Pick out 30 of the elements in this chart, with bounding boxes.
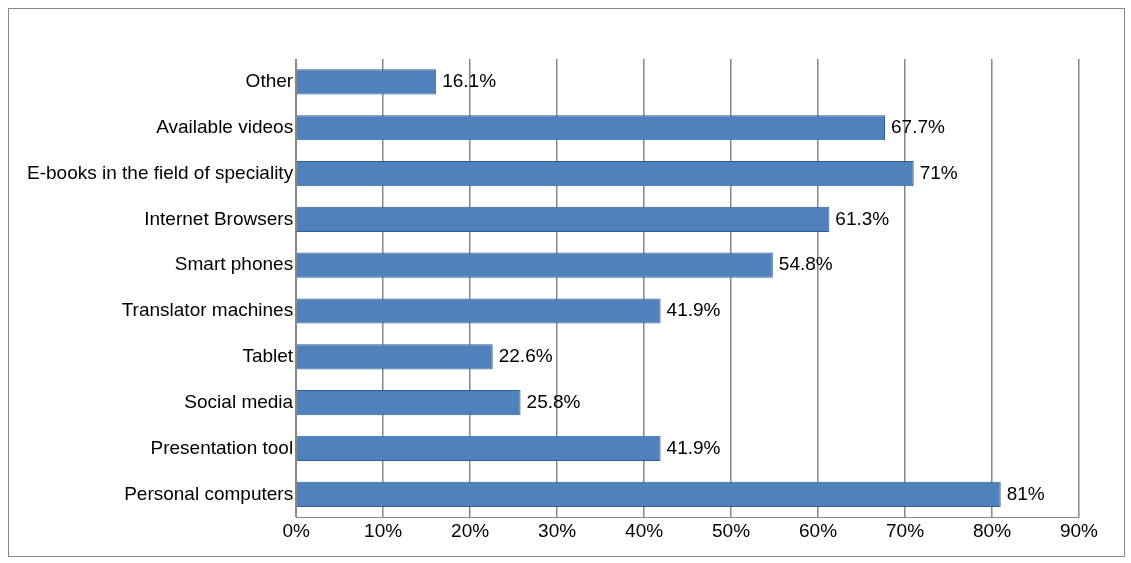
y-tick-label: Smart phones bbox=[174, 253, 294, 275]
data-label: 16.1% bbox=[442, 70, 497, 92]
y-tick-label: Personal computers bbox=[124, 482, 294, 504]
y-tick-label: Internet Browsers bbox=[144, 207, 294, 229]
x-tick-label: 20% bbox=[451, 519, 490, 541]
data-label: 25.8% bbox=[526, 390, 581, 412]
data-label: 67.7% bbox=[891, 115, 945, 137]
y-tick-label: Other bbox=[245, 70, 294, 92]
x-tick-label: 90% bbox=[1059, 519, 1099, 541]
data-label: 61.3% bbox=[835, 207, 890, 229]
y-tick-label: Tablet bbox=[242, 345, 294, 367]
y-tick-label: E-books in the field of speciality bbox=[27, 161, 294, 183]
y-tick-label: Available videos bbox=[156, 115, 294, 137]
data-label: 71% bbox=[919, 161, 958, 183]
y-tick-label: Social media bbox=[184, 390, 294, 412]
x-tick-label: 0% bbox=[282, 519, 310, 541]
x-tick-label: 50% bbox=[712, 519, 751, 541]
data-label: 81% bbox=[1006, 482, 1045, 504]
x-tick-label: 80% bbox=[973, 519, 1012, 541]
x-tick-label: 70% bbox=[886, 519, 925, 541]
data-label: 22.6% bbox=[498, 345, 553, 367]
x-tick-label: 10% bbox=[364, 519, 403, 541]
x-tick-label: 40% bbox=[625, 519, 664, 541]
x-tick-label: 30% bbox=[538, 519, 577, 541]
y-tick-label: Translator machines bbox=[121, 299, 294, 321]
data-label: 41.9% bbox=[666, 299, 721, 321]
data-label: 54.8% bbox=[778, 253, 833, 275]
y-tick-label: Presentation tool bbox=[150, 436, 294, 458]
x-tick-label: 60% bbox=[799, 519, 838, 541]
data-label: 41.9% bbox=[666, 436, 721, 458]
